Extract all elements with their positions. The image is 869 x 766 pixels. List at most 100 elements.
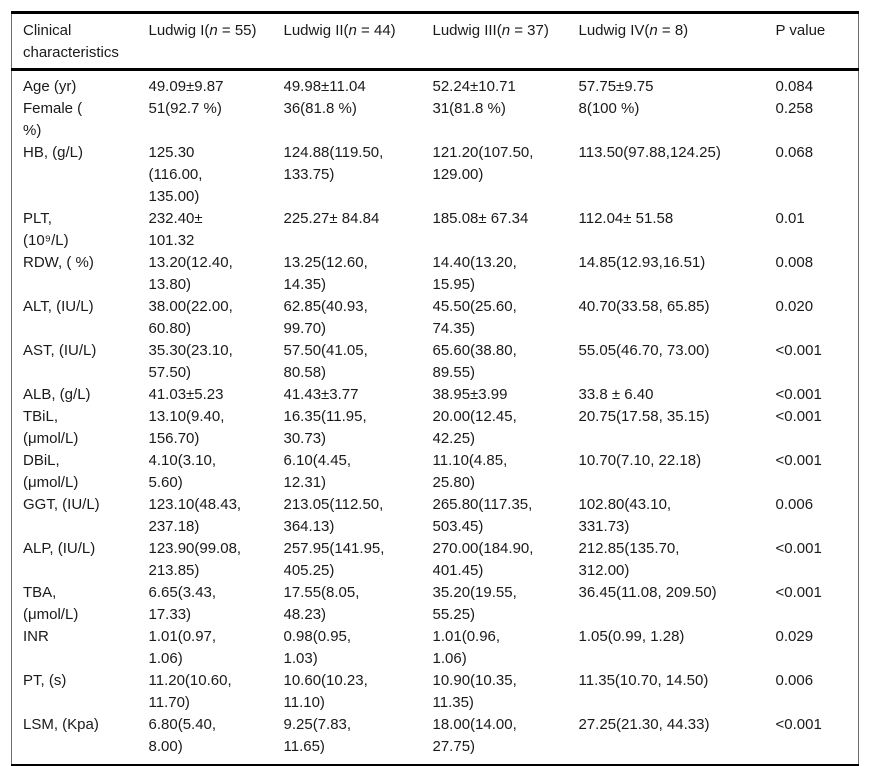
- table-row: HB, (g/L) 125.30 (116.00, 135.00) 124.88(1…: [12, 142, 859, 208]
- table-row: TBiL, (μmol/L) 13.10(9.40, 156.70) 16.35(1…: [12, 406, 859, 450]
- row-label: HB, (g/L): [23, 144, 84, 161]
- header-text: = 44): [356, 22, 396, 39]
- row-label: ALP, (IU/L): [23, 540, 96, 557]
- cell-value: 17.55(8.05, 48.23): [283, 584, 360, 623]
- p-value: 0.006: [775, 496, 814, 513]
- cell-value: 13.20(12.40, 13.80): [148, 254, 233, 293]
- p-value: <0.001: [775, 386, 822, 403]
- row-label: PT, (s): [23, 672, 67, 689]
- cell-value: 10.90(10.35, 11.35): [432, 672, 517, 711]
- cell-value: 8(100 %): [578, 100, 640, 117]
- row-label: ALB, (g/L): [23, 386, 91, 403]
- cell-value: 38.00(22.00, 60.80): [148, 298, 233, 337]
- table-row: AST, (IU/L) 35.30(23.10, 57.50) 57.50(41.0…: [12, 340, 859, 384]
- cell-value: 124.88(119.50, 133.75): [283, 144, 384, 183]
- cell-value: 38.95±3.99: [432, 386, 508, 403]
- col-header-2: Ludwig II(n = 44): [283, 12, 433, 71]
- cell-value: 16.35(11.95, 30.73): [283, 408, 367, 447]
- cell-value: 9.25(7.83, 11.65): [283, 716, 352, 755]
- cell-value: 102.80(43.10, 331.73): [578, 496, 672, 535]
- row-label: DBiL, (μmol/L): [23, 452, 79, 491]
- col-header-0: Clinical characteristics: [11, 12, 149, 71]
- cell-value: 185.08± 67.34: [432, 210, 529, 227]
- cell-value: 36(81.8 %): [283, 100, 357, 117]
- cell-value: 31(81.8 %): [432, 100, 506, 117]
- cell-value: 212.85(135.70, 312.00): [578, 540, 680, 579]
- cell-value: 10.60(10.23, 11.10): [283, 672, 368, 711]
- header-text: Ludwig I(: [148, 22, 210, 39]
- p-value: <0.001: [775, 584, 822, 601]
- table-row: ALB, (g/L) 41.03±5.23 41.43±3.77 38.95±3.99…: [12, 384, 859, 406]
- table-row: ALP, (IU/L) 123.90(99.08, 213.85) 257.95(1…: [12, 538, 859, 582]
- col-header-1: Ludwig I(n = 55): [148, 12, 284, 71]
- cell-value: 35.30(23.10, 57.50): [148, 342, 233, 381]
- cell-value: 123.10(48.43, 237.18): [148, 496, 242, 535]
- row-label: ALT, (IU/L): [23, 298, 94, 315]
- p-value: <0.001: [775, 452, 822, 469]
- table-row: INR 1.01(0.97, 1.06) 0.98(0.95, 1.03) 1.01(…: [12, 626, 859, 670]
- cell-value: 41.43±3.77: [283, 386, 359, 403]
- p-value: 0.084: [775, 78, 814, 95]
- table-row: PLT, (10⁹/L) 232.40± 101.32 225.27± 84.84 1…: [12, 208, 859, 252]
- row-label: INR: [23, 628, 49, 645]
- cell-value: 20.00(12.45, 42.25): [432, 408, 517, 447]
- header-n-italic: n: [209, 22, 218, 39]
- cell-value: 10.70(7.10, 22.18): [578, 452, 702, 469]
- header-n-italic: n: [649, 22, 658, 39]
- cell-value: 6.80(5.40, 8.00): [148, 716, 217, 755]
- cell-value: 11.10(4.85, 25.80): [432, 452, 508, 491]
- cell-value: 1.05(0.99, 1.28): [578, 628, 685, 645]
- table-row: Female ( %) 51(92.7 %) 36(81.8 %) 31(81.8 %…: [12, 98, 859, 142]
- col-header-3: Ludwig III(n = 37): [432, 12, 579, 71]
- cell-value: 6.10(4.45, 12.31): [283, 452, 352, 491]
- row-label: GGT, (IU/L): [23, 496, 100, 513]
- header-text: = 55): [217, 22, 257, 39]
- cell-value: 13.10(9.40, 156.70): [148, 408, 225, 447]
- cell-value: 11.20(10.60, 11.70): [148, 672, 232, 711]
- row-label: TBiL, (μmol/L): [23, 408, 79, 447]
- p-value: 0.01: [775, 210, 805, 227]
- table-row: GGT, (IU/L) 123.10(48.43, 237.18) 213.05(1…: [12, 494, 859, 538]
- cell-value: 0.98(0.95, 1.03): [283, 628, 352, 667]
- cell-value: 57.75±9.75: [578, 78, 654, 95]
- table-row: LSM, (Kpa) 6.80(5.40, 8.00) 9.25(7.83, 11.…: [12, 714, 859, 765]
- cell-value: 125.30 (116.00, 135.00): [148, 144, 203, 205]
- cell-value: 225.27± 84.84: [283, 210, 380, 227]
- col-header-5: P value: [775, 12, 859, 71]
- header-n-italic: n: [348, 22, 357, 39]
- p-value: <0.001: [775, 342, 822, 359]
- row-label: TBA, (μmol/L): [23, 584, 79, 623]
- p-value: 0.008: [775, 254, 814, 271]
- cell-value: 232.40± 101.32: [148, 210, 203, 249]
- p-value: <0.001: [775, 540, 822, 557]
- cell-value: 112.04± 51.58: [578, 210, 674, 227]
- cell-value: 49.09±9.87: [148, 78, 224, 95]
- cell-value: 270.00(184.90, 401.45): [432, 540, 534, 579]
- row-label: LSM, (Kpa): [23, 716, 99, 733]
- cell-value: 213.05(112.50, 364.13): [283, 496, 384, 535]
- cell-value: 20.75(17.58, 35.15): [578, 408, 710, 425]
- table-header: Clinical characteristics Ludwig I(n = 55)…: [11, 12, 859, 71]
- cell-value: 4.10(3.10, 5.60): [148, 452, 217, 491]
- cell-value: 36.45(11.08, 209.50): [578, 584, 717, 601]
- clinical-characteristics-table: Clinical characteristics Ludwig I(n = 55)…: [11, 11, 859, 766]
- cell-value: 14.40(13.20, 15.95): [432, 254, 517, 293]
- cell-value: 18.00(14.00, 27.75): [432, 716, 517, 755]
- p-value: 0.006: [775, 672, 814, 689]
- cell-value: 41.03±5.23: [148, 386, 224, 403]
- cell-value: 121.20(107.50, 129.00): [432, 144, 534, 183]
- cell-value: 55.05(46.70, 73.00): [578, 342, 710, 359]
- cell-value: 33.8 ± 6.40: [578, 386, 654, 403]
- table-body: Age (yr) 49.09±9.87 49.98±11.04 52.24±10.71…: [12, 70, 859, 766]
- p-value: <0.001: [775, 716, 822, 733]
- header-text: Ludwig II(: [283, 22, 349, 39]
- cell-value: 35.20(19.55, 55.25): [432, 584, 517, 623]
- cell-value: 57.50(41.05, 80.58): [283, 342, 368, 381]
- cell-value: 113.50(97.88,124.25): [578, 144, 721, 161]
- row-label: AST, (IU/L): [23, 342, 97, 359]
- cell-value: 11.35(10.70, 14.50): [578, 672, 709, 689]
- p-value: 0.068: [775, 144, 814, 161]
- cell-value: 40.70(33.58, 65.85): [578, 298, 710, 315]
- cell-value: 13.25(12.60, 14.35): [283, 254, 368, 293]
- cell-value: 65.60(38.80, 89.55): [432, 342, 517, 381]
